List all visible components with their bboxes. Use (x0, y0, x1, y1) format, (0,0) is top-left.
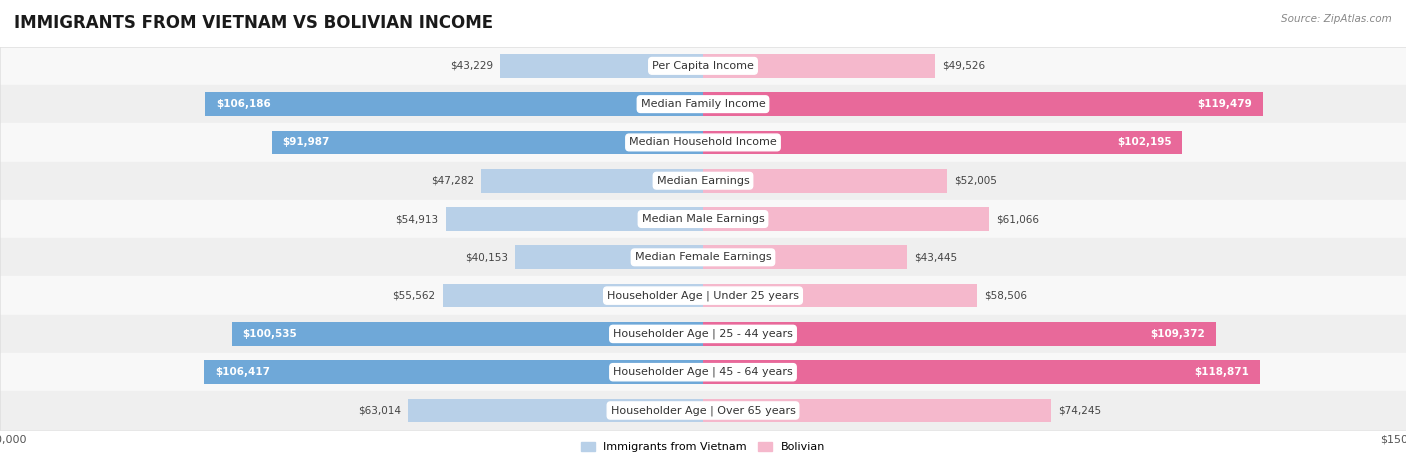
Text: Median Female Earnings: Median Female Earnings (634, 252, 772, 262)
Text: Median Family Income: Median Family Income (641, 99, 765, 109)
Text: $49,526: $49,526 (942, 61, 986, 71)
Bar (0, 123, 1406, 162)
Bar (205, 92, 703, 116)
Bar (271, 131, 703, 154)
Text: $47,282: $47,282 (432, 176, 474, 186)
Bar (0, 391, 1406, 430)
Bar (0, 162, 1406, 200)
Bar (703, 131, 1182, 154)
Bar (408, 399, 703, 422)
Bar (232, 322, 703, 346)
Text: Median Household Income: Median Household Income (628, 137, 778, 148)
Text: $55,562: $55,562 (392, 290, 436, 301)
Text: Per Capita Income: Per Capita Income (652, 61, 754, 71)
Bar (703, 54, 935, 78)
Text: $118,871: $118,871 (1195, 367, 1250, 377)
Bar (515, 246, 703, 269)
Bar (204, 361, 703, 384)
Legend: Immigrants from Vietnam, Bolivian: Immigrants from Vietnam, Bolivian (576, 438, 830, 457)
Text: $61,066: $61,066 (997, 214, 1039, 224)
Bar (446, 207, 703, 231)
Bar (703, 284, 977, 307)
Bar (703, 169, 946, 192)
Bar (0, 276, 1406, 315)
Text: $58,506: $58,506 (984, 290, 1028, 301)
Bar (0, 238, 1406, 276)
Text: Householder Age | Under 25 years: Householder Age | Under 25 years (607, 290, 799, 301)
Text: $109,372: $109,372 (1150, 329, 1205, 339)
Text: $54,913: $54,913 (395, 214, 439, 224)
Text: IMMIGRANTS FROM VIETNAM VS BOLIVIAN INCOME: IMMIGRANTS FROM VIETNAM VS BOLIVIAN INCO… (14, 14, 494, 32)
Text: $74,245: $74,245 (1057, 405, 1101, 416)
Text: $91,987: $91,987 (283, 137, 330, 148)
Text: $106,186: $106,186 (217, 99, 270, 109)
Text: $100,535: $100,535 (242, 329, 297, 339)
Bar (703, 361, 1260, 384)
Text: $106,417: $106,417 (215, 367, 270, 377)
Bar (443, 284, 703, 307)
Bar (0, 315, 1406, 353)
Bar (0, 353, 1406, 391)
Text: Median Male Earnings: Median Male Earnings (641, 214, 765, 224)
Bar (0, 85, 1406, 123)
Bar (703, 399, 1050, 422)
Text: Source: ZipAtlas.com: Source: ZipAtlas.com (1281, 14, 1392, 24)
Text: Householder Age | 25 - 44 years: Householder Age | 25 - 44 years (613, 329, 793, 339)
Text: Median Earnings: Median Earnings (657, 176, 749, 186)
Text: $102,195: $102,195 (1116, 137, 1171, 148)
Text: Householder Age | 45 - 64 years: Householder Age | 45 - 64 years (613, 367, 793, 377)
Text: $63,014: $63,014 (357, 405, 401, 416)
Text: $119,479: $119,479 (1198, 99, 1253, 109)
Bar (703, 92, 1263, 116)
Text: $40,153: $40,153 (465, 252, 508, 262)
Bar (0, 47, 1406, 85)
Bar (703, 322, 1216, 346)
Text: Householder Age | Over 65 years: Householder Age | Over 65 years (610, 405, 796, 416)
Bar (703, 207, 990, 231)
Bar (703, 246, 907, 269)
Bar (0, 200, 1406, 238)
Text: $43,229: $43,229 (450, 61, 494, 71)
Bar (501, 54, 703, 78)
Bar (481, 169, 703, 192)
Text: $52,005: $52,005 (953, 176, 997, 186)
Text: $43,445: $43,445 (914, 252, 956, 262)
